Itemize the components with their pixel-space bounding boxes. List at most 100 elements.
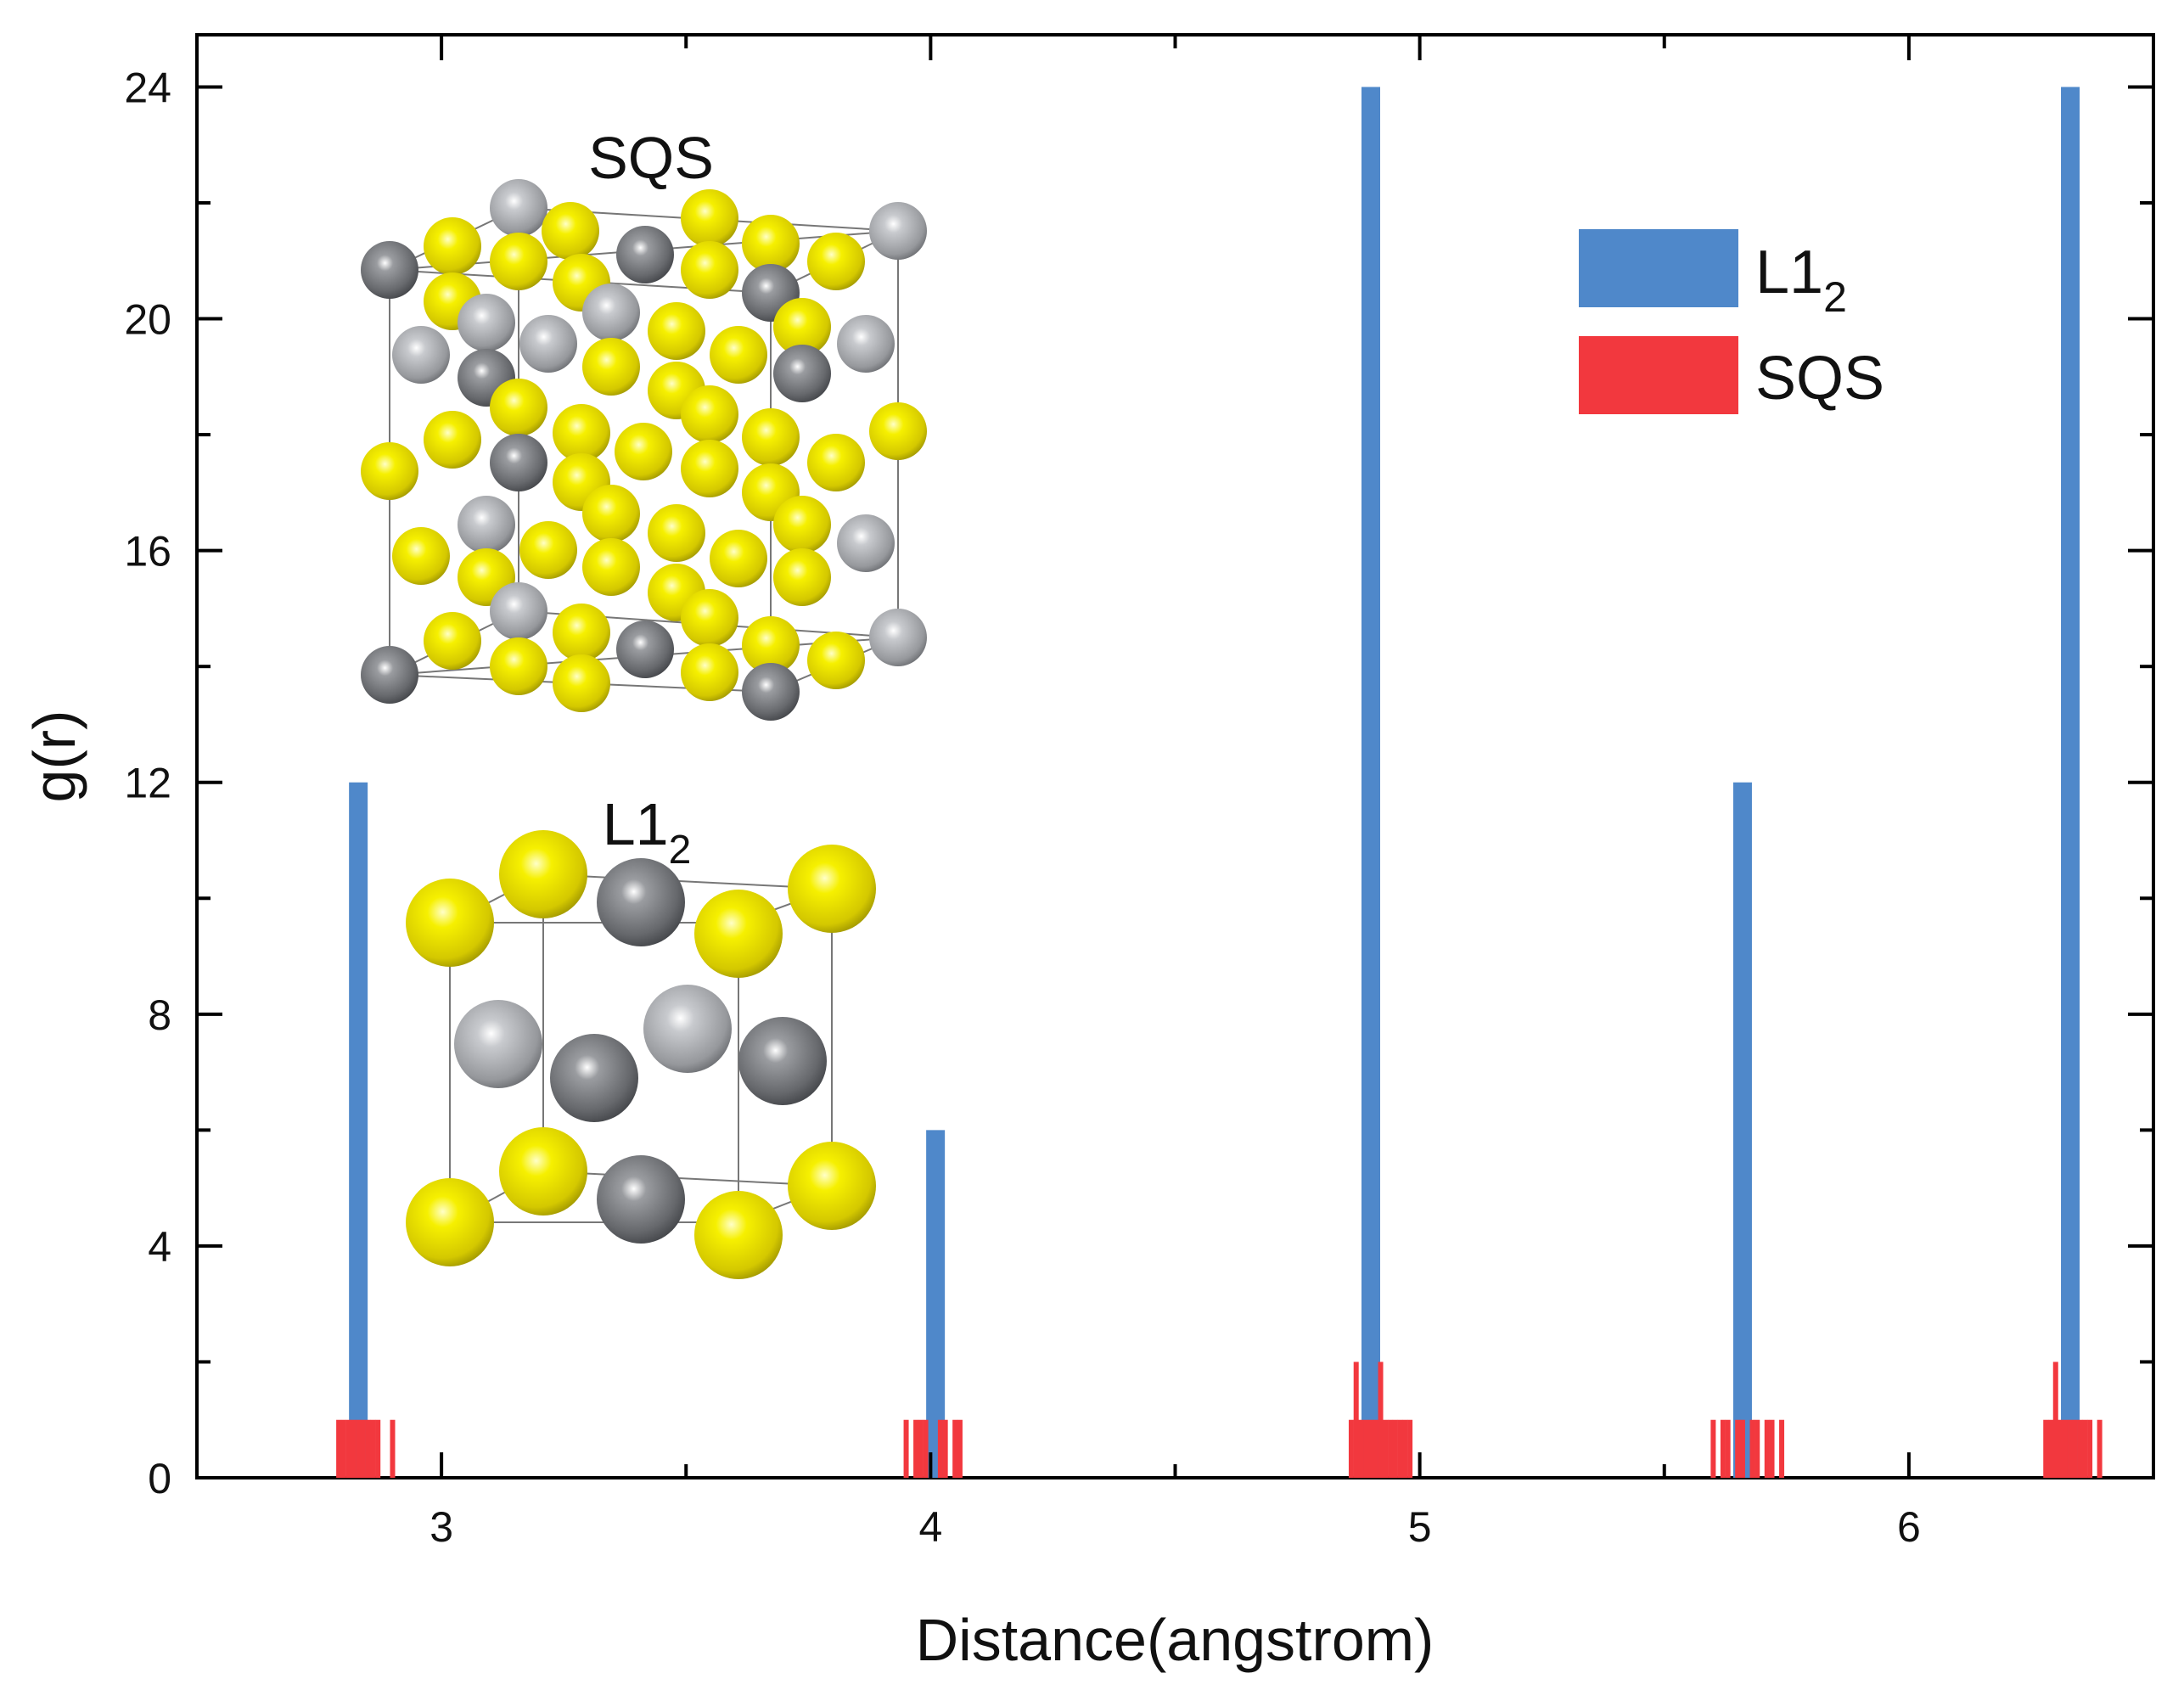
sqs-atom — [392, 527, 450, 585]
l12-atom — [597, 1155, 685, 1244]
bar-sqs — [1358, 1419, 1364, 1478]
sqs-atom — [490, 582, 547, 640]
bar-l12 — [349, 782, 368, 1478]
l12-atom — [738, 1017, 827, 1105]
sqs-atom — [773, 298, 831, 356]
bar-sqs — [2063, 1419, 2069, 1478]
legend-swatch-sqs — [1579, 336, 1738, 414]
y-tick-label: 0 — [148, 1455, 171, 1502]
legend-label-l12-sub: 2 — [1823, 273, 1847, 321]
sqs-atom — [807, 233, 865, 290]
bar-sqs — [1779, 1419, 1785, 1478]
sqs-atom — [773, 548, 831, 606]
sqs-atom — [742, 408, 800, 466]
bar-sqs — [1397, 1419, 1403, 1478]
bar-sqs — [2082, 1419, 2088, 1478]
bar-sqs — [1348, 1419, 1354, 1478]
y-tick-label: 16 — [124, 528, 171, 575]
bar-sqs — [1353, 1362, 1359, 1478]
l12-atom — [499, 1127, 587, 1216]
sqs-atom — [681, 440, 738, 497]
sqs-atom — [582, 538, 640, 596]
sqs-atom — [553, 654, 610, 712]
sqs-atom — [392, 326, 450, 384]
l12-structure-image — [406, 830, 876, 1279]
bar-sqs — [1769, 1419, 1775, 1478]
sqs-atom — [582, 338, 640, 396]
x-tick-label: 5 — [1408, 1503, 1432, 1551]
sqs-atom — [648, 504, 705, 562]
sqs-atom — [710, 326, 767, 384]
sqs-atom — [807, 434, 865, 491]
bar-sqs — [356, 1419, 362, 1478]
bar-sqs — [2087, 1419, 2093, 1478]
sqs-atom — [742, 663, 800, 721]
sqs-atom — [681, 241, 738, 299]
bar-sqs — [2097, 1419, 2103, 1478]
bar-sqs — [1720, 1419, 1726, 1478]
sqs-atom — [869, 609, 927, 666]
bar-sqs — [1378, 1362, 1384, 1478]
bar-sqs — [1764, 1419, 1770, 1478]
x-axis-title: Distance(angstrom) — [916, 1607, 1434, 1673]
bar-sqs — [2058, 1419, 2063, 1478]
bar-sqs — [1735, 1419, 1741, 1478]
bar-sqs — [336, 1419, 342, 1478]
sqs-atom — [458, 294, 515, 351]
legend-label-l12: L12 — [1755, 239, 1847, 321]
bar-sqs — [942, 1419, 948, 1478]
sqs-atom — [837, 315, 895, 373]
x-tick-label: 4 — [918, 1503, 942, 1551]
sqs-atom — [681, 589, 738, 647]
sqs-atom — [519, 521, 577, 579]
l12-atom — [499, 830, 587, 918]
bar-sqs — [360, 1419, 366, 1478]
crystal-structure-insets: SQS L12 — [361, 125, 927, 1279]
bar-l12 — [926, 1130, 946, 1478]
sqs-atom — [361, 442, 418, 500]
bar-sqs — [1373, 1419, 1378, 1478]
bar-l12 — [2061, 87, 2080, 1478]
sqs-atom — [490, 379, 547, 436]
bar-sqs — [918, 1419, 924, 1478]
y-tick-label: 4 — [148, 1223, 171, 1271]
bar-sqs — [1402, 1419, 1408, 1478]
sqs-atom — [490, 233, 547, 290]
axes: 0 4 8 12 16 20 24 3 4 5 6 — [124, 35, 2155, 1551]
l12-atom — [597, 858, 685, 946]
sqs-atom — [582, 284, 640, 341]
legend-label-sqs: SQS — [1755, 345, 1884, 413]
bar-sqs — [957, 1419, 963, 1478]
l12-atom — [643, 985, 732, 1073]
bar-sqs — [1739, 1419, 1745, 1478]
sqs-atom — [869, 402, 927, 460]
sqs-atom — [616, 620, 674, 678]
y-tick-label: 8 — [148, 991, 171, 1039]
bar-sqs — [390, 1419, 396, 1478]
sqs-atom — [773, 345, 831, 402]
inset-l12-label-sub: 2 — [669, 828, 692, 873]
bar-sqs — [1749, 1419, 1755, 1478]
bar-sqs — [1725, 1419, 1731, 1478]
sqs-atom — [773, 496, 831, 553]
sqs-atom — [490, 434, 547, 491]
sqs-atom — [869, 202, 927, 260]
bar-sqs — [370, 1419, 376, 1478]
sqs-atom — [424, 411, 481, 469]
sqs-atom — [681, 189, 738, 247]
bar-sqs — [1710, 1419, 1716, 1478]
inset-l12-label-main: L1 — [603, 791, 669, 857]
bar-sqs — [937, 1419, 943, 1478]
sqs-atom — [553, 404, 610, 462]
l12-series — [349, 87, 2080, 1478]
bar-sqs — [345, 1419, 351, 1478]
x-tick-label: 6 — [1897, 1503, 1921, 1551]
sqs-atom — [616, 226, 674, 284]
l12-atom — [694, 1191, 783, 1279]
bar-sqs — [2072, 1419, 2078, 1478]
l12-atom — [788, 845, 876, 933]
bar-sqs — [1363, 1419, 1369, 1478]
bar-sqs — [365, 1419, 371, 1478]
bar-sqs — [2052, 1362, 2058, 1478]
